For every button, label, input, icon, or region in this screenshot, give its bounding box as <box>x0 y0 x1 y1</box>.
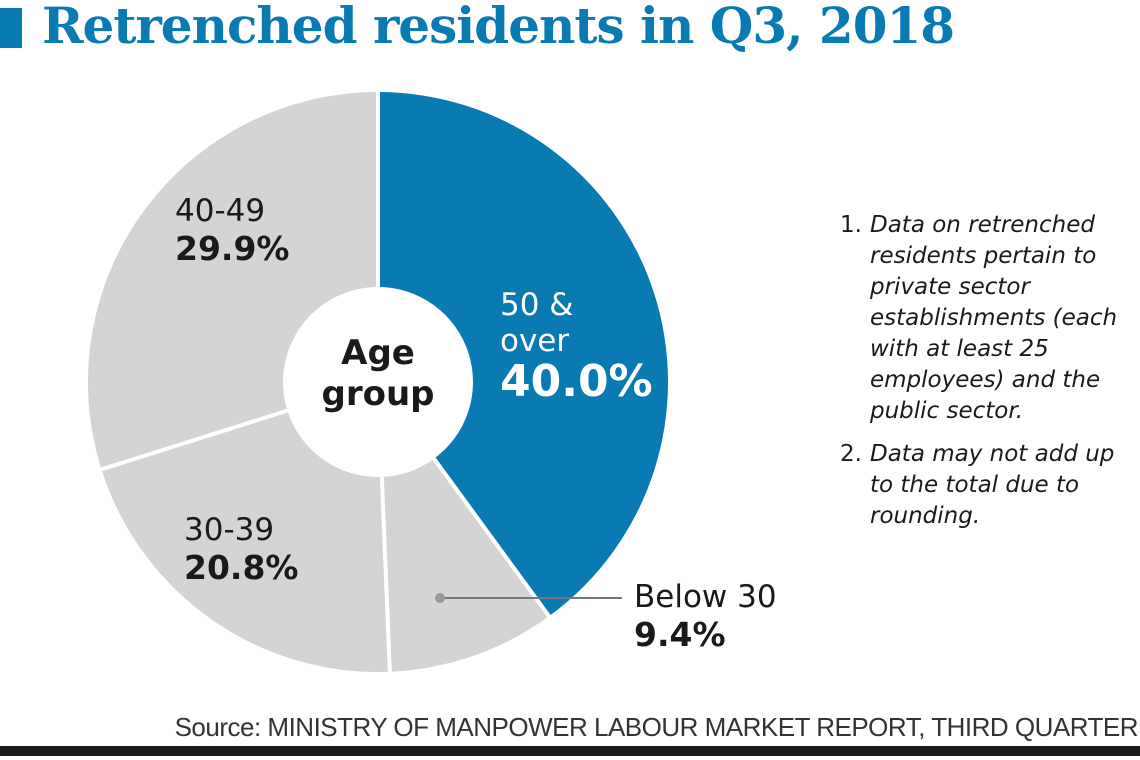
slice-label-30-39: 30-39 20.8% <box>184 512 299 587</box>
title-accent-bar <box>0 8 22 48</box>
slice-separator <box>98 408 290 472</box>
below-30-leader-dot <box>435 593 445 603</box>
slice-label-40-49: 40-49 29.9% <box>175 193 290 268</box>
center-label-line2: group <box>321 373 435 414</box>
footnote-2-number: 2. <box>840 441 862 467</box>
center-label: Age group <box>300 333 456 415</box>
slice-label-50-over-line2: over <box>500 322 570 359</box>
center-label-line1: Age <box>341 333 415 373</box>
source-credit: Source: MINISTRY OF MANPOWER LABOUR MARK… <box>174 712 1139 742</box>
footnote-2-text: Data may not add up to the total due to … <box>870 441 1115 529</box>
slice-label-30-39-name: 30-39 <box>184 512 275 548</box>
slice-separator <box>431 455 552 619</box>
slice-label-below-30-name: Below 30 <box>634 579 777 615</box>
footnote-2: 2. Data may not add up to the total due … <box>840 439 1140 532</box>
footnotes: 1. Data on retrenched residents pertain … <box>840 210 1140 544</box>
chart-title: Retrenched residents in Q3, 2018 <box>42 0 955 55</box>
footnote-1-number: 1. <box>840 212 862 238</box>
slice-value-below-30: 9.4% <box>634 614 726 654</box>
slice-value-50-over: 40.0% <box>500 356 653 408</box>
slice-label-40-49-name: 40-49 <box>175 193 266 229</box>
slice-40-49 <box>87 92 378 470</box>
slice-value-30-39: 20.8% <box>184 547 299 587</box>
slice-label-50-over-line1: 50 & <box>500 287 574 323</box>
slice-label-below-30: Below 30 9.4% <box>634 579 777 654</box>
slice-separator <box>379 474 392 674</box>
footnote-1: 1. Data on retrenched residents pertain … <box>840 210 1140 427</box>
slice-50-over <box>378 92 668 617</box>
slice-below-30 <box>381 458 550 672</box>
footnote-1-text: Data on retrenched residents pertain to … <box>870 212 1118 424</box>
slice-value-40-49: 29.9% <box>175 228 290 268</box>
slice-label-50-over: 50 & over 40.0% <box>500 287 653 408</box>
slice-30-39 <box>101 410 390 672</box>
bottom-rule <box>0 746 1140 756</box>
